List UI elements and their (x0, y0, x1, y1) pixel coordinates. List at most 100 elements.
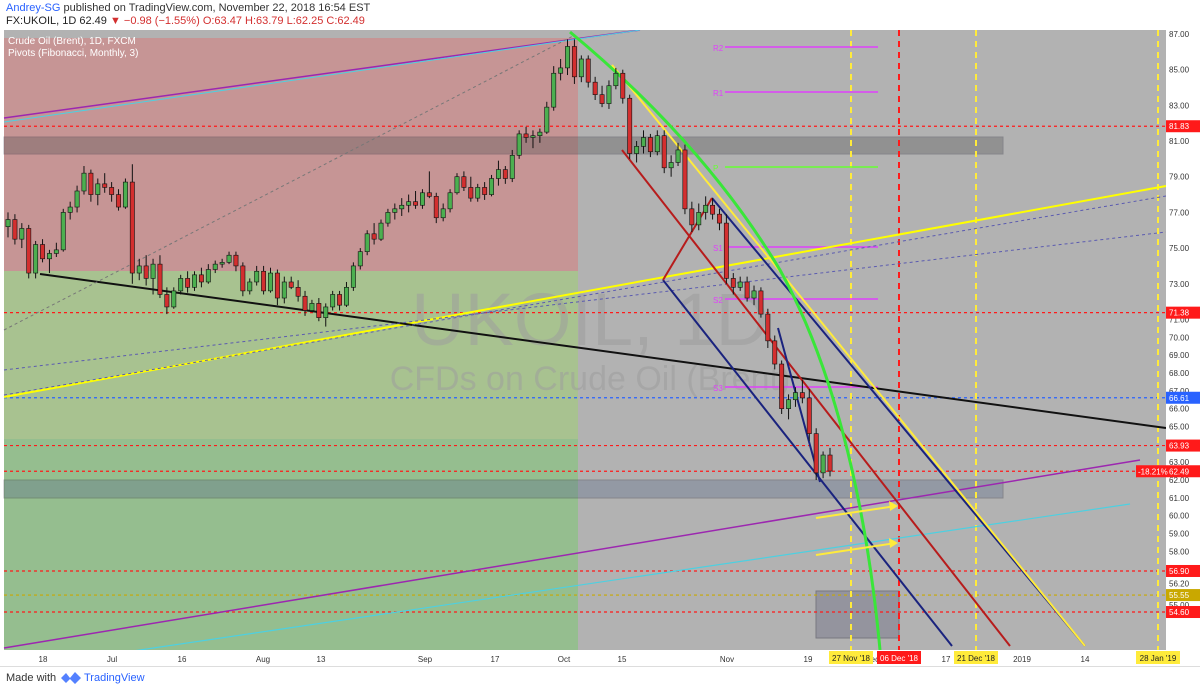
candle-90 (627, 94, 633, 159)
author-link[interactable]: Andrey-SG (6, 2, 61, 14)
candle-61 (426, 171, 432, 199)
time-axis[interactable] (0, 650, 1166, 666)
date-label-text-3: 28 Jan '19 (1140, 654, 1177, 663)
candle-31 (219, 258, 225, 268)
candle-19 (136, 258, 142, 281)
candle-98 (682, 144, 688, 215)
publish-header: Andrey-SG published on TradingView.com, … (0, 0, 1200, 30)
candle-102 (710, 198, 716, 220)
candle-0 (5, 212, 11, 238)
arrow-1 (815, 505, 897, 519)
candle-48 (337, 290, 343, 311)
percent-change-badge: -18.21% (1136, 465, 1168, 478)
navy-lower-seg (777, 327, 821, 483)
candle-72 (502, 166, 508, 184)
candle-110 (765, 308, 771, 348)
candle-47 (330, 290, 336, 311)
x-tick-8: 15 (618, 655, 627, 664)
level-label-text-1: 71.38 (1169, 309, 1190, 318)
candle-52 (364, 230, 370, 256)
candle-54 (378, 219, 384, 241)
arrow-2-head-icon (889, 538, 898, 548)
candle-11 (81, 166, 87, 195)
candle-21 (150, 258, 156, 295)
date-labels: 27 Nov '18 06 Dec '18 21 Dec '18 28 Jan '19 (829, 651, 1180, 664)
candle-115 (799, 380, 805, 404)
candle-57 (399, 198, 405, 216)
price-axis-labels: 81.83 71.38 66.61 63.93 62.49 56.90 55.55 54.60… (1136, 120, 1200, 619)
candle-60 (420, 189, 425, 209)
candle-78 (544, 101, 550, 134)
level-label-text-4: 62.49 (1169, 467, 1190, 476)
candle-74 (516, 130, 522, 159)
watermark-title: UKOIL, 1D (411, 278, 769, 361)
y-tick-7: 73.00 (1169, 280, 1190, 289)
y-tick-1: 85.00 (1169, 66, 1190, 75)
y-tick-2: 83.00 (1169, 101, 1190, 110)
level-label-text-2: 66.61 (1169, 394, 1190, 403)
resistance-box (3, 136, 1004, 155)
candle-95 (661, 130, 667, 174)
x-tick-14: 14 (1081, 655, 1090, 664)
price-chart[interactable]: UKOIL, 1D CFDs on Crude Oil (Brent) R2 R… (0, 30, 1200, 666)
tradingview-link[interactable]: TradingView (84, 672, 145, 684)
y-tick-23: 56.20 (1169, 579, 1190, 588)
candle-106 (737, 276, 743, 291)
target-box (815, 590, 900, 639)
legend-indicator: Pivots (Fibonacci, Monthly, 3) (8, 48, 138, 59)
candle-53 (371, 223, 377, 245)
candle-24 (171, 287, 177, 309)
dashed-parallel-3 (3, 34, 576, 331)
candle-55 (385, 208, 391, 227)
pivot-label-s2: S2 (713, 296, 723, 305)
candle-42 (295, 280, 301, 302)
candle-30 (212, 260, 218, 274)
x-tick-3: Aug (256, 655, 270, 664)
candle-20 (143, 255, 149, 286)
candle-104 (723, 214, 729, 284)
candle-97 (675, 142, 681, 167)
candle-46 (323, 303, 329, 327)
last-price: 62.49 (79, 15, 107, 27)
price-axis[interactable] (1166, 30, 1200, 666)
x-tick-9: Nov (720, 655, 734, 664)
candle-118 (820, 451, 826, 479)
y-tick-20: 59.00 (1169, 530, 1190, 539)
y-tick-5: 77.00 (1169, 208, 1190, 217)
y-tick-21: 58.00 (1169, 547, 1190, 556)
candle-5 (40, 239, 45, 263)
published-text: published on TradingView.com, November 2… (63, 2, 371, 14)
date-label-1: 06 Dec '18 (877, 651, 921, 664)
candle-92 (641, 130, 646, 154)
publish-line: Andrey-SG published on TradingView.com, … (6, 2, 370, 14)
candle-80 (558, 58, 564, 81)
price-level-lines (4, 125, 1166, 613)
y-tick-17: 62.00 (1169, 476, 1190, 485)
date-label-2: 21 Dec '18 (954, 651, 998, 664)
candle-26 (185, 271, 191, 293)
level-label-3: 63.93 (1166, 439, 1200, 452)
y-tick-18: 61.00 (1169, 494, 1190, 503)
candle-7 (53, 242, 59, 257)
cyan-lower-channel (27, 503, 1131, 666)
candle-49 (344, 281, 349, 307)
candle-66 (461, 171, 467, 191)
y-tick-19: 60.00 (1169, 512, 1190, 521)
candle-17 (122, 178, 128, 209)
candle-25 (178, 274, 184, 295)
candle-105 (730, 273, 736, 295)
candle-86 (599, 85, 605, 108)
candle-99 (689, 201, 695, 233)
candle-109 (758, 287, 764, 318)
tradingview-logo-icon[interactable] (60, 669, 82, 687)
candle-64 (447, 189, 453, 213)
candle-39 (274, 269, 280, 306)
pivot-label-p: P (713, 164, 718, 173)
x-tick-6: 17 (491, 655, 500, 664)
candle-117 (813, 428, 819, 480)
candle-87 (606, 80, 612, 109)
y-tick-0: 87.00 (1169, 30, 1190, 39)
date-label-3: 28 Jan '19 (1136, 651, 1180, 664)
candle-89 (620, 69, 626, 104)
x-tick-1: Jul (107, 655, 117, 664)
